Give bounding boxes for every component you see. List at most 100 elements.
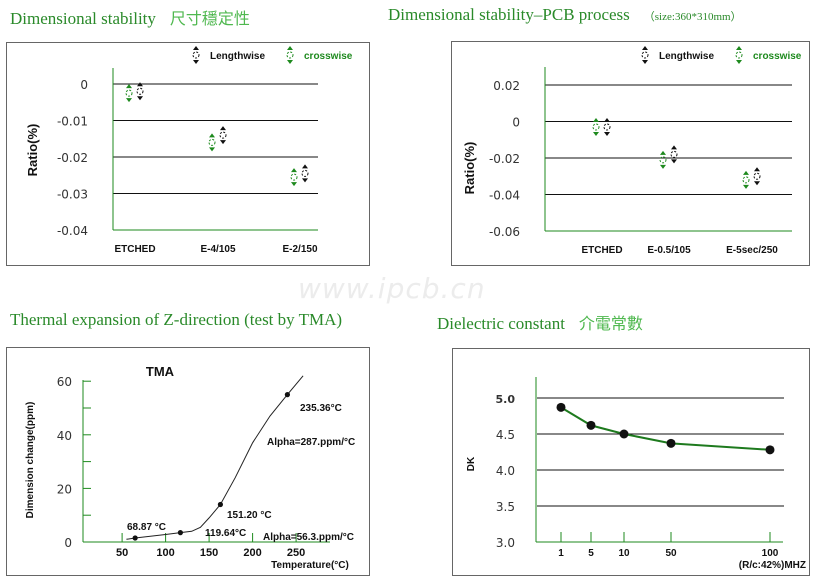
x-tick-label: 50 bbox=[116, 547, 128, 559]
y-tick-label: 60 bbox=[57, 375, 72, 389]
x-tick-label: 250 bbox=[287, 547, 305, 559]
data-point bbox=[659, 156, 667, 164]
title-cjk: 介電常數 bbox=[578, 314, 643, 333]
arrow-down-icon bbox=[671, 159, 677, 164]
x-axis-label: Temperature(°C) bbox=[271, 560, 349, 571]
y-axis-label: Dimension change(ppm) bbox=[25, 402, 36, 519]
x-tick-label: E-4/105 bbox=[200, 244, 235, 255]
y-tick-label: -0.04 bbox=[489, 189, 520, 203]
y-axis-label: Ratio(%) bbox=[25, 124, 40, 177]
x-tick-label: ETCHED bbox=[581, 245, 622, 256]
arrow-down-icon bbox=[302, 178, 308, 183]
arrow-down-icon bbox=[126, 98, 132, 103]
arrow-down-icon bbox=[754, 181, 760, 186]
arrow-down-icon bbox=[642, 60, 648, 64]
title-cjk: 尺寸穩定性 bbox=[169, 9, 250, 28]
legend-label: Lengthwise bbox=[659, 51, 714, 62]
data-point bbox=[753, 172, 761, 180]
title-text: Dimensional stability–PCB process bbox=[388, 5, 630, 24]
title-dimensional-stability: Dimensional stability 尺寸穩定性 bbox=[10, 5, 250, 29]
arrow-up-icon bbox=[660, 150, 666, 155]
arrow-down-icon bbox=[660, 164, 666, 169]
y-tick-label: 0 bbox=[64, 536, 72, 550]
arrow-down-icon bbox=[137, 96, 143, 101]
title-dielectric: Dielectric constant 介電常數 bbox=[437, 310, 643, 334]
x-tick-label: 10 bbox=[618, 548, 630, 559]
arrow-up-icon bbox=[302, 164, 308, 169]
arrow-up-icon bbox=[287, 46, 293, 50]
data-point bbox=[125, 89, 133, 97]
y-tick-label: 0 bbox=[80, 78, 88, 92]
data-point bbox=[286, 51, 294, 59]
arrow-up-icon bbox=[126, 84, 132, 89]
y-tick-label: -0.03 bbox=[57, 188, 88, 202]
arrow-up-icon bbox=[736, 46, 742, 50]
annotation: Alpha=287.ppm/°C bbox=[267, 437, 355, 448]
y-tick-label: 4.5 bbox=[496, 428, 515, 442]
arrow-down-icon bbox=[220, 140, 226, 145]
arrow-up-icon bbox=[642, 46, 648, 50]
arrow-up-icon bbox=[604, 117, 610, 122]
title-size: （size:360*310mm） bbox=[643, 11, 742, 23]
y-tick-label: -0.02 bbox=[57, 151, 88, 165]
y-tick-label: 4.0 bbox=[496, 464, 515, 478]
x-axis-label: (R/c:42%)MHZ bbox=[739, 560, 806, 571]
y-tick-label: -0.02 bbox=[489, 152, 520, 166]
y-tick-label: 40 bbox=[57, 429, 72, 443]
y-tick-label: -0.04 bbox=[57, 224, 88, 238]
arrow-down-icon bbox=[209, 147, 215, 152]
tma-curve bbox=[126, 375, 304, 540]
panel-frame bbox=[452, 348, 810, 576]
y-axis-label: DK bbox=[466, 456, 477, 471]
arrow-down-icon bbox=[743, 184, 749, 189]
panel-frame bbox=[6, 347, 370, 576]
arrow-down-icon bbox=[604, 131, 610, 136]
y-tick-label: -0.06 bbox=[489, 225, 520, 239]
data-point bbox=[603, 123, 611, 131]
title-text: Dielectric constant bbox=[437, 314, 565, 333]
arrow-up-icon bbox=[193, 46, 199, 50]
data-point bbox=[619, 429, 629, 439]
arrow-up-icon bbox=[671, 145, 677, 150]
y-axis-label: Ratio(%) bbox=[462, 142, 477, 195]
x-tick-label: 100 bbox=[762, 548, 779, 559]
data-point bbox=[217, 501, 224, 508]
arrow-up-icon bbox=[220, 126, 226, 131]
x-tick-label: ETCHED bbox=[114, 244, 155, 255]
data-point bbox=[765, 445, 775, 455]
y-tick-label: -0.01 bbox=[57, 115, 88, 129]
data-point bbox=[666, 438, 676, 448]
arrow-up-icon bbox=[137, 82, 143, 87]
legend-label: crosswise bbox=[753, 51, 802, 62]
data-point bbox=[556, 402, 566, 412]
data-point bbox=[592, 123, 600, 131]
annotation: 119.64°C bbox=[205, 528, 246, 539]
title-thermal: Thermal expansion of Z-direction (test b… bbox=[10, 310, 343, 329]
arrow-down-icon bbox=[736, 60, 742, 64]
arrow-up-icon bbox=[754, 167, 760, 172]
arrow-down-icon bbox=[593, 131, 599, 136]
arrow-up-icon bbox=[743, 170, 749, 175]
annotation: Alpha=56.3.ppm/°C bbox=[263, 532, 354, 543]
data-point bbox=[670, 150, 678, 158]
data-point bbox=[177, 530, 183, 536]
data-point bbox=[219, 131, 227, 139]
legend-label: Lengthwise bbox=[210, 51, 265, 62]
x-tick-label: 5 bbox=[588, 548, 594, 559]
data-point bbox=[641, 51, 649, 59]
legend-label: crosswise bbox=[304, 51, 353, 62]
x-tick-label: E-2/150 bbox=[282, 244, 317, 255]
arrow-down-icon bbox=[291, 182, 297, 187]
x-tick-label: E-0.5/105 bbox=[647, 245, 691, 256]
x-tick-label: E-5sec/250 bbox=[726, 245, 778, 256]
y-tick-label: 5.0 bbox=[496, 393, 516, 406]
y-tick-label: 20 bbox=[57, 482, 72, 496]
data-point bbox=[284, 392, 290, 398]
panel-frame bbox=[6, 42, 370, 266]
arrow-up-icon bbox=[209, 133, 215, 138]
x-tick-label: 50 bbox=[665, 548, 677, 559]
y-tick-label: 0 bbox=[512, 116, 520, 130]
title-text: Dimensional stability bbox=[10, 9, 156, 28]
annotation: 151.20 °C bbox=[227, 510, 272, 521]
